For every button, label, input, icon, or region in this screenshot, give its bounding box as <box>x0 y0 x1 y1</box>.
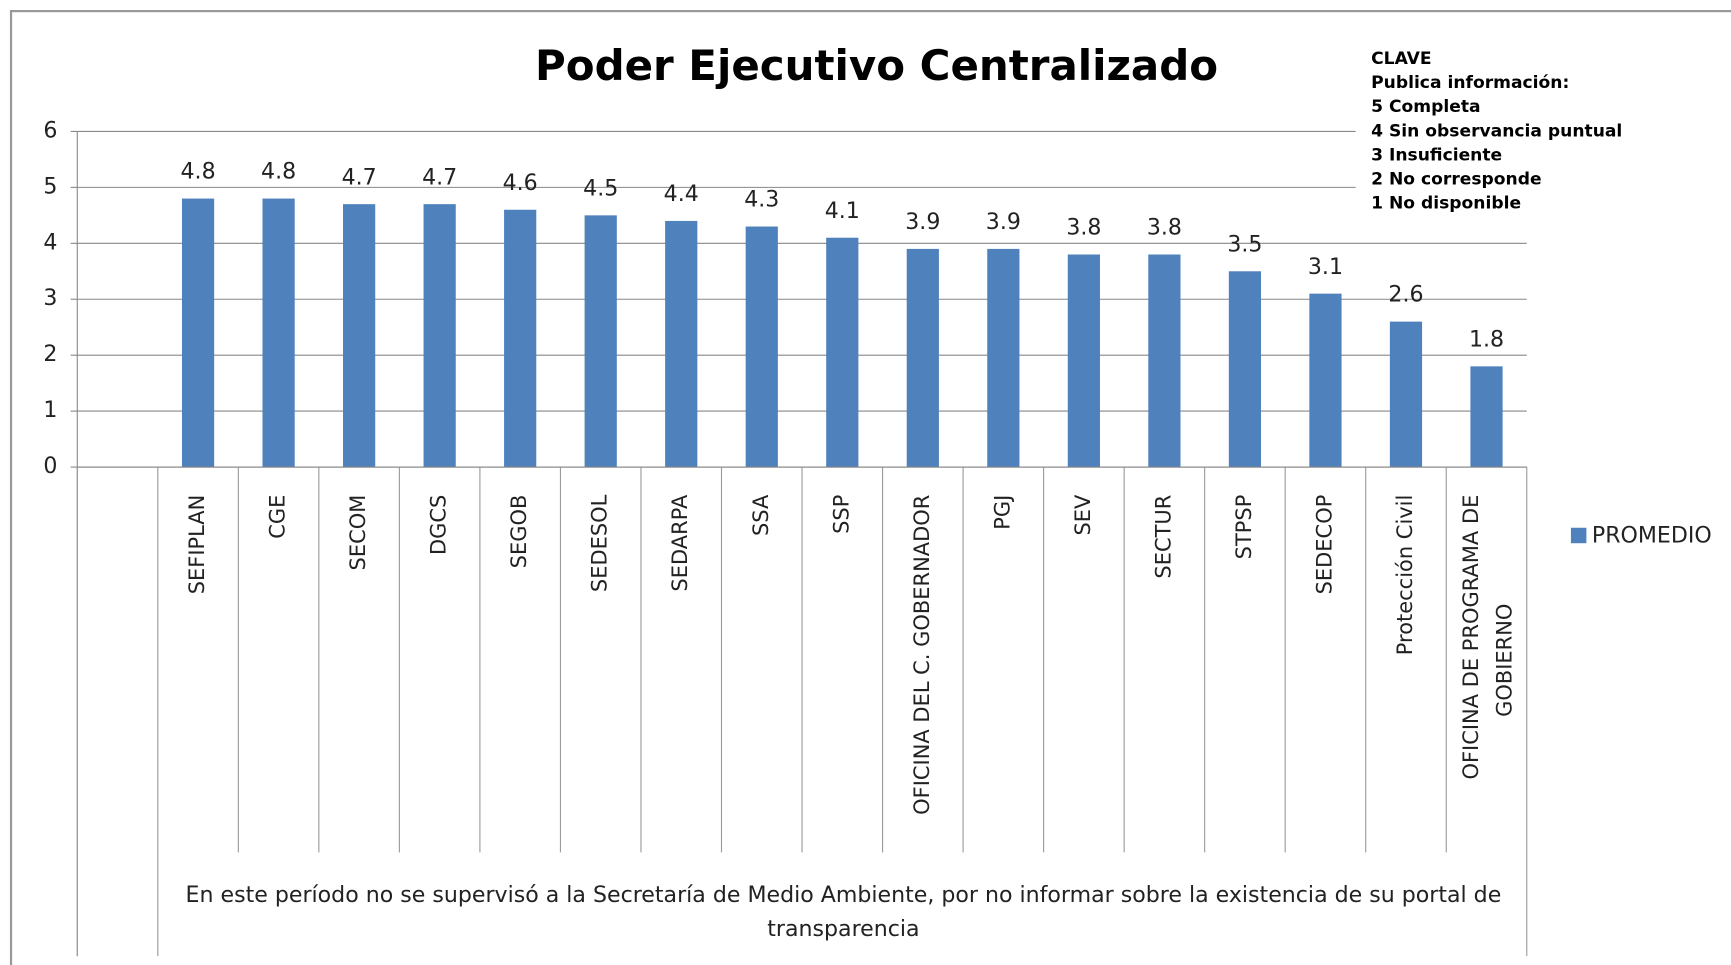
bar <box>1228 271 1262 468</box>
value-label: 3.8 <box>1147 216 1182 241</box>
legend-label: PROMEDIO <box>1592 524 1712 549</box>
footnote: En este período no se supervisó a la Sec… <box>185 881 1502 942</box>
key-background <box>1355 44 1687 221</box>
plot: 0 1 2 3 4 5 6 SEFIPLAN 4.8 CGE 4.8 SECOM 4.7 DGCS 4.7 S… <box>43 118 1528 957</box>
key-line: CLAVE <box>1371 49 1431 69</box>
value-label: 3.9 <box>905 210 940 235</box>
x-tick-label: DGCS <box>427 495 451 555</box>
bar <box>584 215 617 468</box>
bar <box>1067 254 1100 468</box>
y-tick-label: 0 <box>43 454 57 479</box>
key-line: Publica información: <box>1371 73 1569 93</box>
x-tick-label: OFICINA DE PROGRAMA DE GOBIERNO <box>1459 495 1516 780</box>
value-label: 3.8 <box>1066 216 1101 241</box>
x-tick-label: SEV <box>1071 494 1095 536</box>
x-tick-label: CGE <box>266 495 290 539</box>
key-line: 4 Sin observancia puntual <box>1371 121 1622 141</box>
bar <box>987 248 1020 468</box>
value-label: 4.3 <box>744 188 779 213</box>
x-tick-label: STPSP <box>1232 495 1256 560</box>
footnote-box: En este período no se supervisó a la Sec… <box>185 881 1502 942</box>
value-label: 1.8 <box>1469 327 1504 352</box>
value-label: 4.6 <box>503 171 538 196</box>
bar <box>423 204 456 468</box>
bar <box>343 204 376 468</box>
x-tick-label: SSA <box>749 494 773 536</box>
y-tick-label: 6 <box>43 118 57 143</box>
value-label: 4.1 <box>825 199 860 224</box>
x-tick-label: SSP <box>829 495 853 534</box>
value-label: 4.8 <box>261 160 296 185</box>
value-label: 4.5 <box>583 176 618 201</box>
key: CLAVE Publica información: 5 Completa 4 Sin… <box>1371 49 1622 213</box>
x-tick-label: SECTUR <box>1151 495 1175 579</box>
y-tick-label: 1 <box>43 398 57 423</box>
bar <box>826 237 859 468</box>
x-tick-label: SEDECOP <box>1312 495 1336 595</box>
bar <box>906 248 939 468</box>
x-tick-label: SECOM <box>346 495 370 571</box>
bar <box>1148 254 1181 468</box>
value-label: 4.7 <box>342 165 377 190</box>
key-line: 2 No corresponde <box>1371 169 1541 189</box>
x-tick-label: Protección Civil <box>1393 495 1417 656</box>
x-tick-label: PGJ <box>990 495 1014 530</box>
value-label: 2.6 <box>1388 283 1423 308</box>
x-tick-label: SEGOB <box>507 495 531 569</box>
value-label: 4.7 <box>422 165 457 190</box>
key-line: 1 No disponible <box>1371 193 1521 213</box>
y-tick-label: 3 <box>43 286 57 311</box>
key-line: 5 Completa <box>1371 97 1480 117</box>
bar <box>504 209 537 468</box>
value-label: 3.9 <box>986 210 1021 235</box>
bar <box>1309 293 1342 468</box>
x-tick-label: SEDARPA <box>668 494 692 592</box>
value-label: 4.4 <box>664 182 699 207</box>
x-tick-label: SEFIPLAN <box>185 495 209 595</box>
y-tick-label: 5 <box>43 174 57 199</box>
chart-title: Poder Ejecutivo Centralizado <box>535 41 1218 90</box>
y-tick-label: 4 <box>43 230 57 255</box>
bar <box>1470 366 1503 468</box>
bar <box>745 226 778 468</box>
value-label: 3.5 <box>1227 232 1262 257</box>
y-tick-label: 2 <box>43 342 57 367</box>
bar <box>1389 321 1423 468</box>
bar <box>262 198 295 468</box>
bar <box>181 198 215 468</box>
bar <box>665 220 698 468</box>
value-label: 3.1 <box>1308 255 1343 280</box>
x-tick-label: OFICINA DEL C. GOBERNADOR <box>910 495 934 815</box>
value-label: 4.8 <box>181 160 216 185</box>
x-tick-label: SEDESOL <box>588 494 612 592</box>
key-line: 3 Insuficiente <box>1371 145 1502 165</box>
legend-swatch <box>1570 527 1587 544</box>
